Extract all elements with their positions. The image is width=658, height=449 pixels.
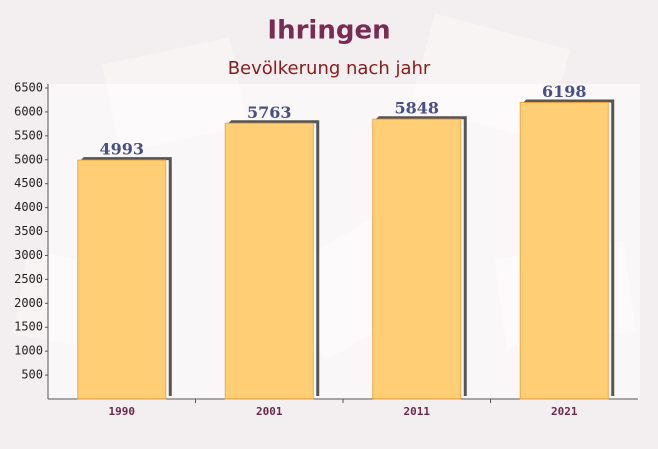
x-tick-label: 2001 — [256, 405, 283, 418]
y-tick-label: 500 — [21, 368, 43, 382]
y-tick-label: 2000 — [14, 296, 43, 310]
value-label: 6198 — [542, 82, 587, 101]
bar — [77, 159, 167, 400]
bar — [224, 122, 314, 400]
y-tick-label: 5500 — [14, 128, 43, 142]
y-tick-label: 4500 — [14, 176, 43, 190]
bar — [372, 118, 462, 400]
y-tick-label: 5000 — [14, 152, 43, 166]
y-tick-label: 1000 — [14, 344, 43, 358]
value-label: 5763 — [247, 103, 292, 122]
value-label: 4993 — [99, 140, 144, 159]
y-tick-label: 3500 — [14, 224, 43, 238]
x-tick-label: 2021 — [551, 405, 578, 418]
y-tick-label: 4000 — [14, 200, 43, 214]
chart-title: Ihringen — [267, 16, 390, 46]
y-tick-label: 6000 — [14, 104, 43, 118]
y-tick-label: 6500 — [14, 81, 43, 95]
chart-subtitle: Bevölkerung nach jahr — [228, 58, 431, 79]
x-tick-label: 1990 — [109, 405, 136, 418]
y-tick-label: 1500 — [14, 320, 43, 334]
x-tick-label: 2011 — [404, 405, 431, 418]
value-label: 5848 — [394, 99, 439, 118]
y-tick-label: 2500 — [14, 272, 43, 286]
bar — [519, 101, 609, 400]
y-tick-label: 3000 — [14, 248, 43, 262]
